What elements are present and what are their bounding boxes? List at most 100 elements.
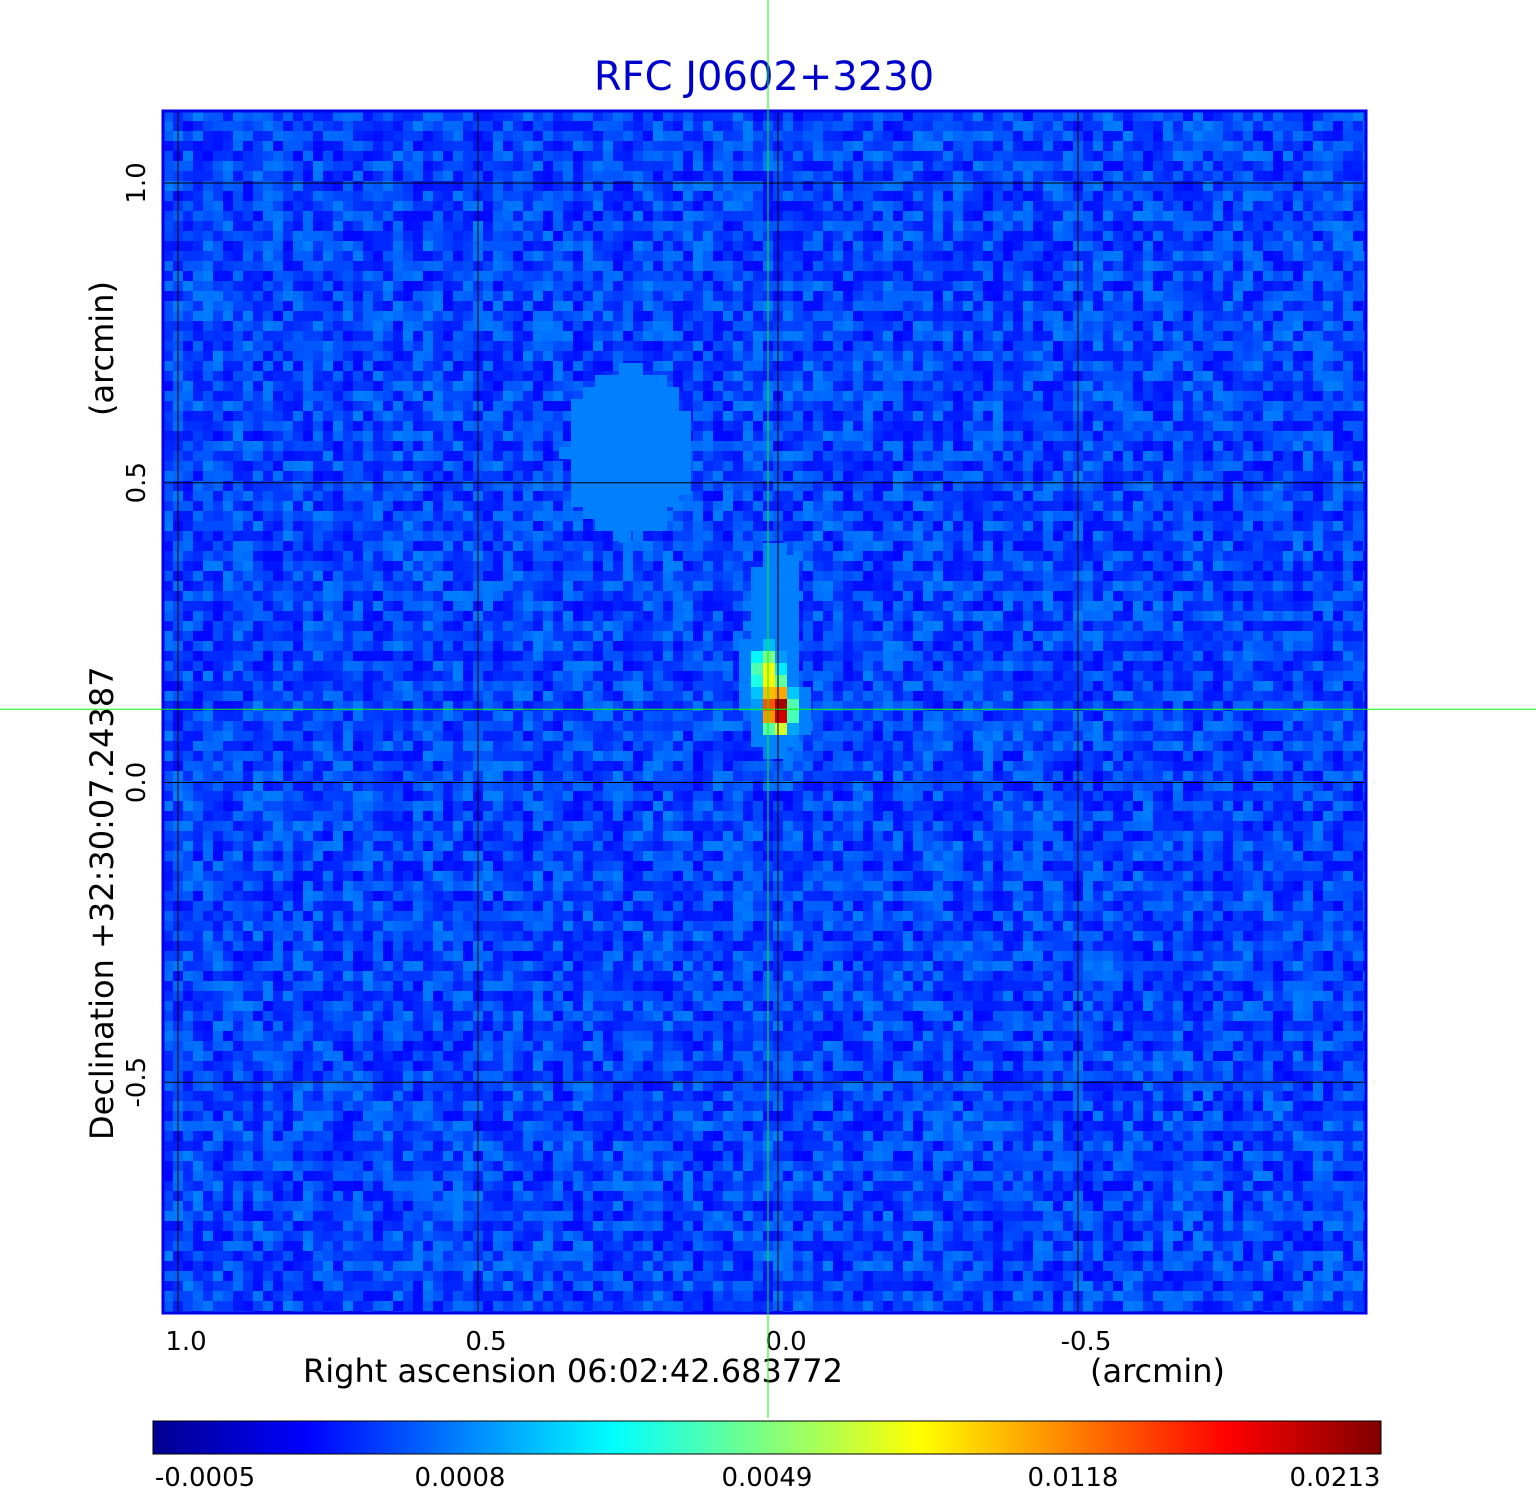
- noise-pixel: [1323, 141, 1333, 151]
- noise-pixel: [1153, 121, 1163, 131]
- noise-pixel: [1173, 451, 1183, 461]
- noise-pixel: [323, 241, 333, 251]
- noise-pixel: [653, 191, 663, 201]
- noise-pixel: [1253, 471, 1263, 481]
- noise-pixel: [1113, 481, 1123, 491]
- noise-pixel: [1263, 321, 1273, 331]
- noise-pixel: [1163, 291, 1173, 301]
- noise-pixel: [1303, 491, 1313, 501]
- noise-pixel: [523, 421, 533, 431]
- noise-pixel: [683, 321, 693, 331]
- noise-pixel: [1153, 411, 1163, 421]
- noise-pixel: [1013, 471, 1023, 481]
- noise-pixel: [533, 201, 543, 211]
- noise-pixel: [993, 451, 1003, 461]
- noise-pixel: [973, 271, 983, 281]
- noise-pixel: [373, 141, 383, 151]
- noise-pixel: [833, 211, 843, 221]
- noise-pixel: [1273, 431, 1283, 441]
- noise-pixel: [633, 141, 643, 151]
- noise-pixel: [423, 491, 433, 501]
- noise-pixel: [433, 421, 443, 431]
- noise-pixel: [1163, 421, 1173, 431]
- noise-pixel: [673, 361, 683, 371]
- noise-pixel: [1023, 371, 1033, 381]
- noise-pixel: [883, 261, 893, 271]
- noise-pixel: [1103, 411, 1113, 421]
- noise-pixel: [163, 421, 173, 431]
- noise-pixel: [1023, 151, 1033, 161]
- noise-pixel: [623, 111, 633, 121]
- noise-pixel: [563, 391, 573, 401]
- noise-pixel: [493, 191, 503, 201]
- noise-pixel: [873, 371, 883, 381]
- noise-pixel: [813, 171, 823, 181]
- noise-pixel: [643, 321, 653, 331]
- noise-pixel: [1263, 361, 1273, 371]
- noise-pixel: [333, 251, 343, 261]
- noise-pixel: [1263, 141, 1273, 151]
- noise-pixel: [1303, 441, 1313, 451]
- noise-pixel: [493, 341, 503, 351]
- noise-pixel: [313, 421, 323, 431]
- noise-pixel: [1293, 111, 1303, 121]
- noise-pixel: [1353, 391, 1363, 401]
- noise-pixel: [393, 501, 403, 511]
- noise-pixel: [633, 271, 643, 281]
- noise-pixel: [433, 111, 443, 121]
- noise-pixel: [1013, 431, 1023, 441]
- noise-pixel: [393, 441, 403, 451]
- noise-pixel: [433, 191, 443, 201]
- noise-pixel: [793, 391, 803, 401]
- noise-pixel: [213, 171, 223, 181]
- noise-pixel: [1293, 171, 1303, 181]
- noise-pixel: [1083, 151, 1093, 161]
- noise-pixel: [393, 171, 403, 181]
- noise-pixel: [733, 461, 743, 471]
- noise-pixel: [353, 241, 363, 251]
- noise-pixel: [813, 201, 823, 211]
- noise-pixel: [273, 131, 283, 141]
- noise-pixel: [873, 411, 883, 421]
- noise-pixel: [333, 201, 343, 211]
- noise-pixel: [343, 291, 353, 301]
- noise-pixel: [493, 391, 503, 401]
- noise-pixel: [823, 251, 833, 261]
- noise-pixel: [1263, 461, 1273, 471]
- noise-pixel: [833, 351, 843, 361]
- noise-pixel: [1353, 261, 1363, 271]
- noise-pixel: [543, 271, 553, 281]
- noise-pixel: [273, 151, 283, 161]
- noise-pixel: [603, 321, 613, 331]
- noise-pixel: [483, 201, 493, 211]
- noise-pixel: [283, 211, 293, 221]
- noise-pixel: [1093, 201, 1103, 211]
- noise-pixel: [1203, 371, 1213, 381]
- noise-pixel: [253, 231, 263, 241]
- noise-pixel: [713, 171, 723, 181]
- noise-pixel: [423, 271, 433, 281]
- noise-pixel: [1053, 431, 1063, 441]
- noise-pixel: [353, 361, 363, 371]
- noise-pixel: [1143, 431, 1153, 441]
- noise-pixel: [1183, 141, 1193, 151]
- noise-pixel: [193, 481, 203, 491]
- noise-pixel: [853, 511, 863, 521]
- noise-pixel: [1333, 271, 1343, 281]
- noise-pixel: [263, 111, 273, 121]
- noise-pixel: [1013, 351, 1023, 361]
- noise-pixel: [1313, 131, 1323, 141]
- noise-pixel: [953, 481, 963, 491]
- noise-pixel: [563, 491, 573, 501]
- noise-pixel: [413, 411, 423, 421]
- noise-pixel: [1263, 511, 1273, 521]
- noise-pixel: [323, 301, 333, 311]
- noise-pixel: [863, 171, 873, 181]
- noise-pixel: [393, 251, 403, 261]
- noise-pixel: [303, 361, 313, 371]
- noise-pixel: [1083, 351, 1093, 361]
- noise-pixel: [993, 151, 1003, 161]
- noise-pixel: [1313, 501, 1323, 511]
- noise-pixel: [373, 431, 383, 441]
- noise-pixel: [963, 281, 973, 291]
